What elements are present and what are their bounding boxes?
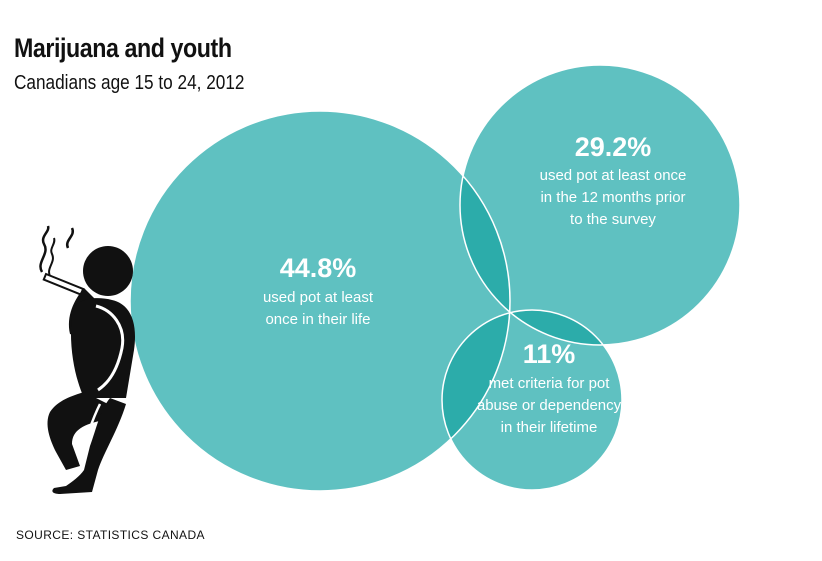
desc-past-year-line-2: in the 12 months prior (540, 189, 685, 206)
chart-subtitle: Canadians age 15 to 24, 2012 (14, 72, 245, 94)
desc-past-year-line-1: used pot at least once (540, 167, 687, 184)
bubble-past-year-use (460, 65, 740, 345)
desc-lifetime-line-1: used pot at least (263, 289, 374, 306)
smoking-person-icon (39, 225, 136, 494)
outline-past-year (459, 64, 741, 346)
value-label-abuse: 11% (523, 339, 576, 369)
value-label-past-year: 29.2% (575, 132, 652, 162)
outline-lifetime (129, 110, 511, 492)
bubble-lifetime-use (130, 111, 510, 491)
desc-abuse-line-3: in their lifetime (501, 419, 598, 436)
desc-lifetime-line-2: once in their life (265, 311, 370, 328)
chart-title: Marijuana and youth (14, 33, 232, 63)
desc-abuse-line-2: abuse or dependency (477, 397, 622, 414)
value-label-lifetime: 44.8% (280, 253, 357, 283)
desc-abuse-line-1: met criteria for pot (489, 375, 611, 392)
outline-abuse (441, 309, 623, 491)
source-note: SOURCE: STATISTICS CANADA (16, 528, 205, 542)
desc-past-year-line-3: to the survey (570, 211, 656, 228)
